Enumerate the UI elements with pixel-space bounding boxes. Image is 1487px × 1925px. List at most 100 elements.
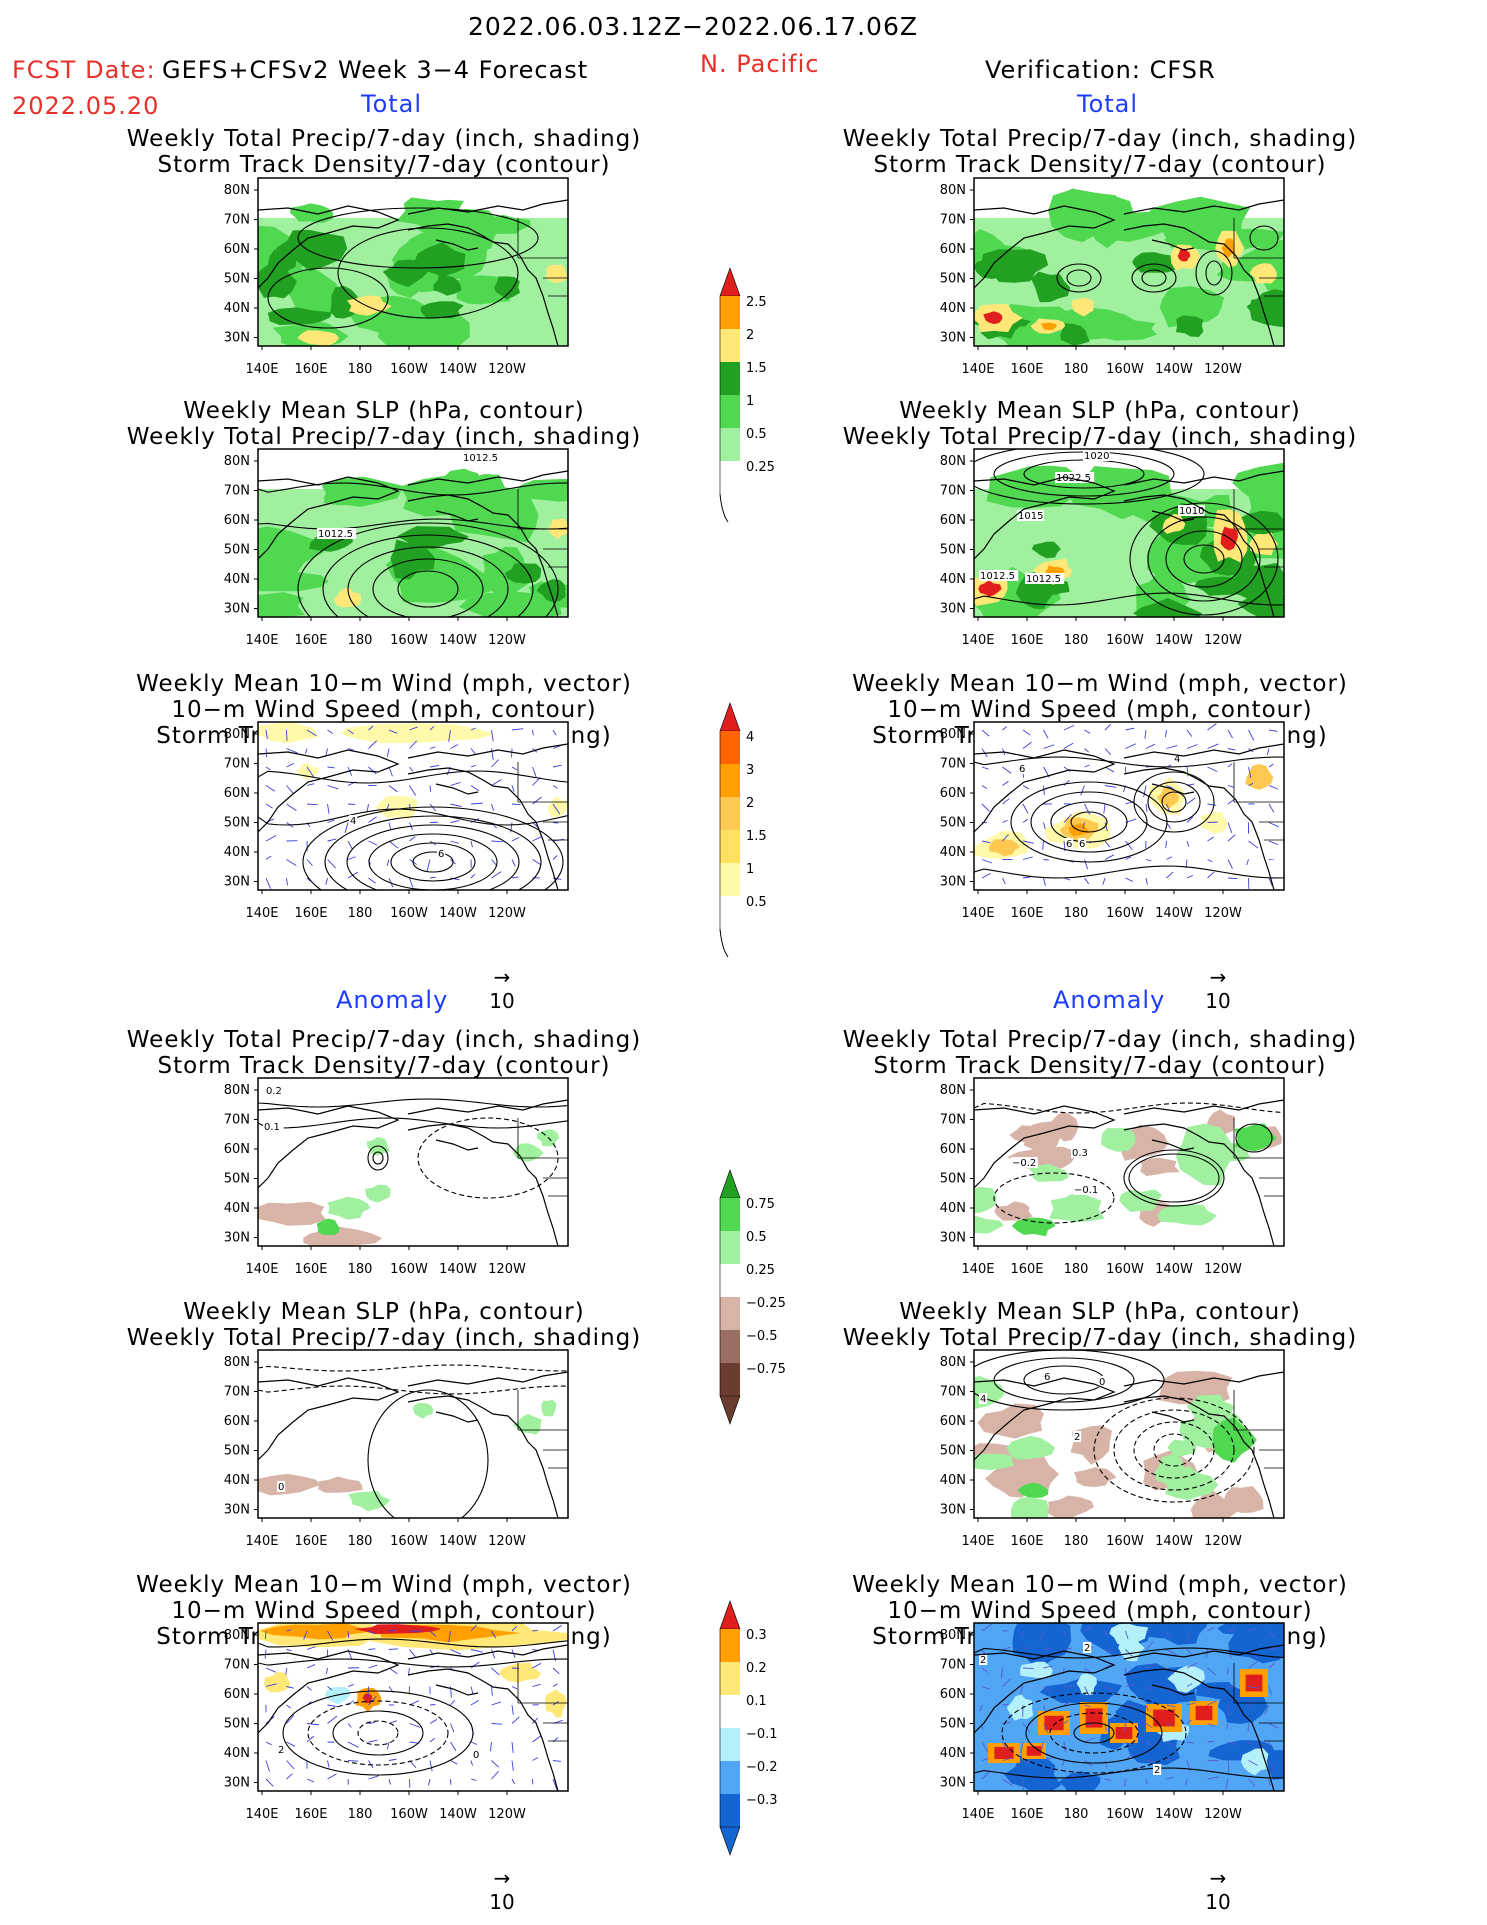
colorbar-segment [720,1363,740,1396]
lon-tick-label: 180 [1064,1262,1089,1277]
lat-tick-label: 50N [224,1172,250,1187]
lon-tick-label: 160W [1106,1534,1144,1549]
map-area: 0.2 0.1 [254,1077,569,1250]
panel-vf-anom-slp: 80N 70N 60N 50N 40N 30N 140E 160E 180 160W 140W 120… [928,1349,1288,1560]
map-frame [257,448,569,618]
wind-vector [327,1704,339,1708]
wind-vector [532,1683,541,1687]
shading-blob [1212,1417,1257,1463]
coastline-arctic [407,1644,568,1660]
panel-fc-total-precip: 80N 70N 60N 50N 40N 30N 140E 160E 180 160W 140W 120… [212,177,572,388]
wind-vector [1186,797,1196,805]
wind-vector [429,1760,433,1772]
shading-blob [1074,1467,1117,1488]
lat-tick-label: 70N [940,1658,966,1673]
wind-vector [1084,1667,1092,1673]
map-frame [973,1622,1285,1792]
wind-vector [1043,785,1045,795]
wind-vector [1248,1760,1258,1766]
wind-vector [429,1737,436,1743]
shading-blob [1167,1665,1205,1693]
contour-line [367,1389,489,1518]
wind-vector [981,729,990,737]
lon-tick-label: 140E [961,362,994,377]
coastline-america [1123,494,1275,617]
lat-tick-label: 60N [224,242,250,257]
map-frame [973,177,1285,347]
wind-vector [265,855,272,860]
shading-blob [258,571,329,592]
coastline-arctic [1123,1099,1284,1115]
wind-vector [450,877,460,881]
contour-label: −0.2 [1012,1158,1036,1169]
lon-tick-label: 160W [390,906,428,921]
lat-tick-label: 30N [940,1503,966,1518]
wind-vector [1022,803,1029,814]
coastline-aleutians [435,510,479,522]
wind-vector [981,766,989,770]
wind-vector [1002,798,1010,805]
contour-label: 0.3 [1072,1148,1088,1159]
wind-vector [347,1723,352,1728]
lat-tick-label: 50N [940,816,966,831]
contour-line [1070,811,1108,833]
lon-tick-label: 160E [294,1262,327,1277]
contour-line [1050,801,1128,843]
colorbar-segment [720,1794,740,1827]
contour-line [1030,791,1148,853]
shading-blob [994,1201,1033,1221]
lat-tick-label: 70N [940,484,966,499]
lat-tick-label: 40N [940,845,966,860]
wind-vector [1207,1700,1217,1706]
shading-blob [1031,271,1071,303]
lon-tick-label: 140W [439,1534,477,1549]
wind-vector [325,877,328,885]
wind-vector [327,819,335,823]
lon-tick-label: 140E [245,1262,278,1277]
coastline-asia [258,1377,400,1461]
wind-vector [470,873,476,879]
coastline-asia [258,1650,400,1734]
lon-tick-label: 160E [294,1807,327,1822]
lon-tick-label: 140W [439,906,477,921]
wind-vector [981,1771,991,1780]
coastline-america [1123,1668,1275,1791]
colorbar-segment [720,428,740,461]
shading-blob [974,1186,997,1214]
shading-block [1044,1715,1064,1731]
lon-tick-label: 120W [1204,1807,1242,1822]
wind-vector [979,1704,983,1712]
wind-vector [1207,1740,1215,1743]
shading-blob [1017,1482,1049,1498]
shading-blob [258,1473,321,1496]
wind-vector [1063,724,1075,731]
borders [517,1663,568,1742]
lat-tick-label: 60N [224,1414,250,1429]
wind-vector [347,856,356,860]
fcst-date-label: FCST Date: [12,56,156,84]
colorbar-segment [720,797,740,830]
lon-tick-label: 180 [1064,1807,1089,1822]
coastline-america [407,1395,559,1518]
contour-label: 4 [980,1394,986,1405]
wind-vector [1268,877,1273,886]
wind-vector [1207,803,1217,806]
wind-vector [552,764,562,768]
shading-blob [1175,1123,1234,1186]
colorbar-label: 0.5 [746,1230,767,1245]
lon-tick-label: 160E [1010,633,1043,648]
wind-vector [1104,1760,1108,1768]
wind-vector [450,744,459,749]
contour-line [1183,544,1225,574]
wind-vector [265,1667,277,1673]
wind-vector [491,759,499,768]
wind-vector [511,859,516,867]
coastline-america [1123,1395,1275,1518]
contour-label: 1012.5 [1026,574,1061,585]
lon-tick-label: 140W [1155,362,1193,377]
wind-vector [1043,729,1049,739]
wind-vector [306,766,314,778]
lat-tick-label: 80N [224,727,250,742]
wind-vector [286,803,297,812]
